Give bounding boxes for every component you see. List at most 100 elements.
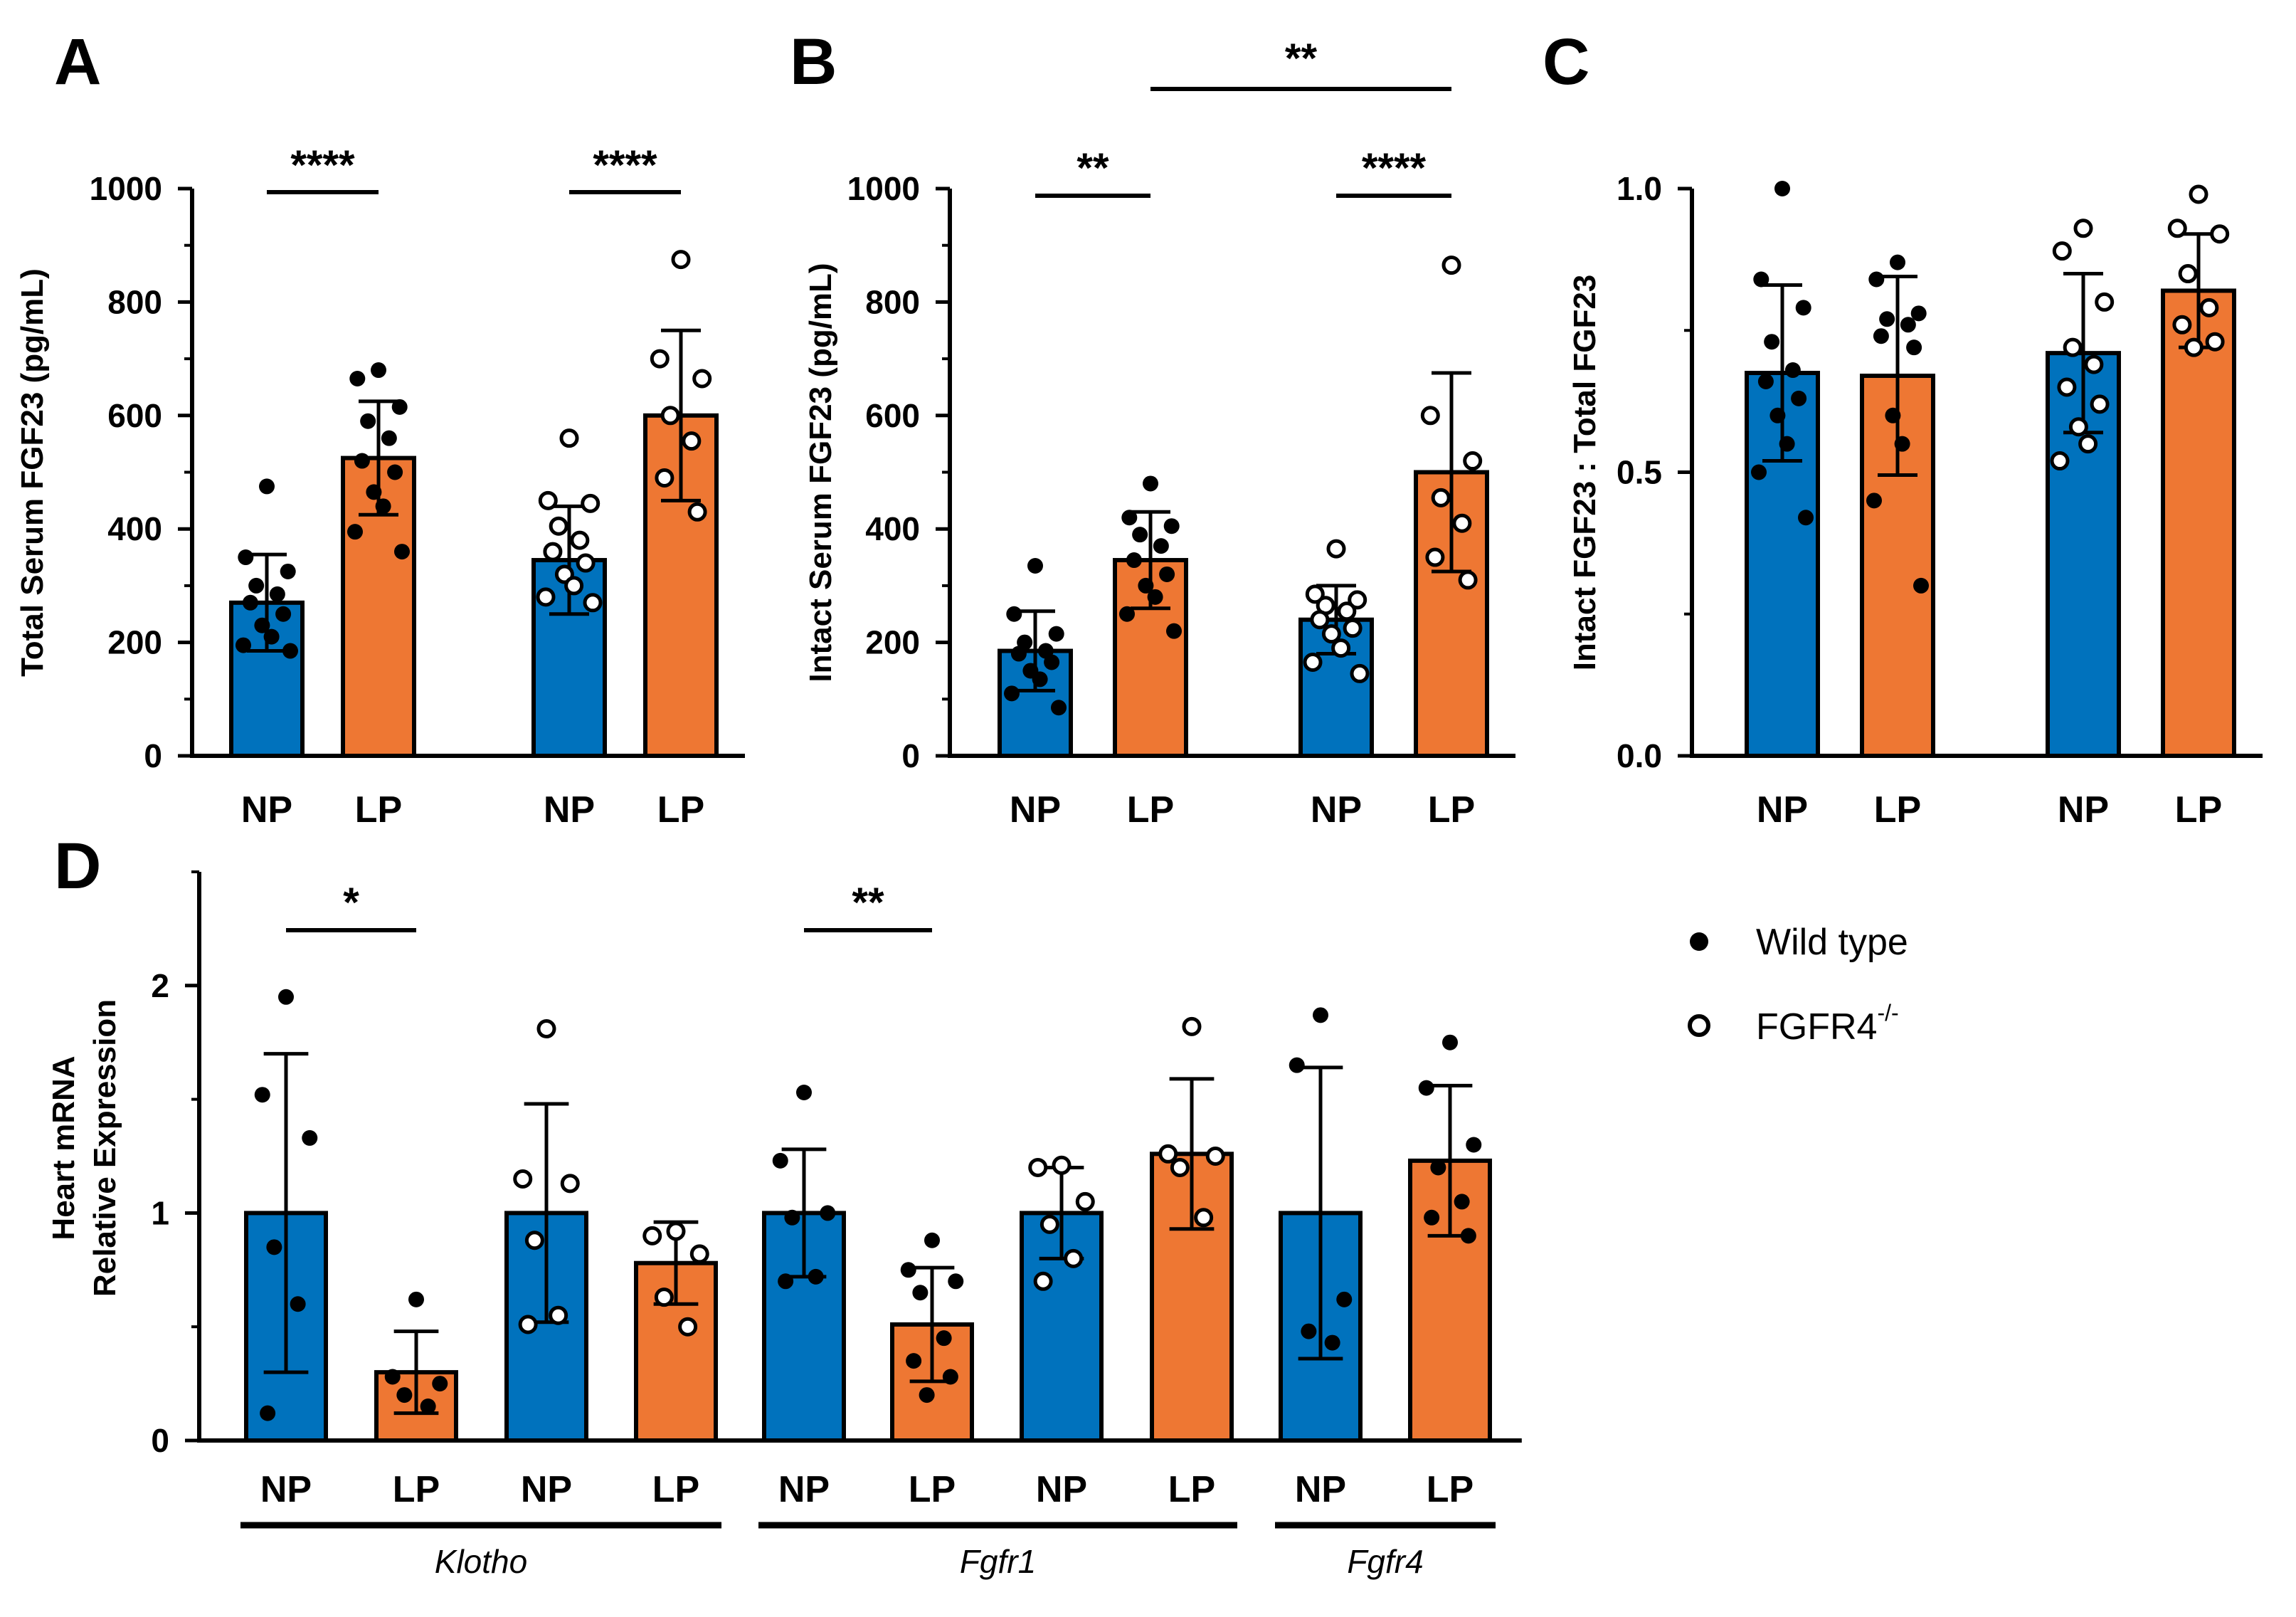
panel-b-data-point — [1463, 451, 1483, 471]
panel-d-data-point — [919, 1387, 935, 1403]
panel-b-data-point — [1343, 618, 1363, 638]
panel-b-data-point — [1044, 654, 1060, 670]
panel-a-data-point — [564, 576, 584, 596]
panel-d-data-point — [254, 1087, 270, 1103]
panel-a-data-point — [371, 362, 386, 379]
panel-a-data-point — [682, 431, 702, 451]
panel-b-category-label-2: LP — [1127, 789, 1174, 831]
panel-c-data-point — [1885, 407, 1901, 423]
panel-d-data-point — [1064, 1248, 1084, 1268]
panel-d-data-point — [654, 1287, 674, 1307]
panel-a-bar-1 — [229, 600, 305, 758]
panel-c-category-label-3: NP — [2058, 789, 2109, 831]
panel-d-category-label-9: NP — [1295, 1469, 1346, 1510]
panel-c-data-point — [1764, 334, 1780, 350]
panel-b-significance-label-2: **** — [1362, 145, 1427, 191]
panel-b-data-point — [1010, 646, 1027, 662]
panel-d-data-point — [1194, 1208, 1214, 1228]
panel-d-data-point — [1466, 1137, 1482, 1153]
panel-b-data-point — [1051, 700, 1067, 716]
panel-b-y-tick-label: 600 — [865, 397, 920, 434]
panel-d-data-point — [1324, 1334, 1340, 1351]
panel-b-significance-label-1: ** — [1076, 145, 1109, 191]
panel-d-bar-5 — [762, 1211, 846, 1443]
panel-c-data-point — [1753, 271, 1769, 288]
panel-a-category-label-4: LP — [657, 789, 704, 831]
legend-label-wild-type: Wild type — [1756, 922, 1908, 963]
panel-c-data-point — [1784, 362, 1801, 379]
panel-d-data-point — [689, 1244, 709, 1264]
panel-b-y-tick-label: 800 — [865, 283, 920, 320]
panel-d-data-point — [524, 1231, 544, 1250]
panel-a-y-tick-label: 1000 — [90, 170, 162, 207]
panel-a-data-point — [375, 498, 391, 515]
panel-c-data-point — [2184, 337, 2204, 357]
panel-c-data-point — [1900, 317, 1916, 333]
panel-c-data-point — [2057, 377, 2077, 397]
legend-label-fgfr4: FGFR4 — [1756, 1006, 1877, 1048]
panel-a-data-point — [381, 430, 397, 446]
panel-d-category-label-3: NP — [521, 1469, 572, 1510]
panel-d-data-point — [820, 1205, 836, 1221]
panel-d-data-point — [1028, 1157, 1048, 1177]
panel-b-data-point — [1006, 606, 1022, 622]
panel-c-chart: 0.0 0.5 1.0 Intact FGF23 : Total FGF23 NP LP N… — [1567, 170, 2263, 831]
panel-a-data-point — [687, 502, 707, 522]
panel-d-data-point — [1442, 1034, 1458, 1050]
panel-a-chart: 0 200 400 600 800 1000 Total Serum FGF23 (pg/m… — [15, 142, 745, 831]
panel-c-data-point — [2078, 434, 2098, 454]
panel-a-y-tick-label: 400 — [107, 510, 162, 547]
panel-d-category-label-6: LP — [909, 1469, 956, 1510]
panel-a-data-point — [238, 549, 254, 566]
panel-a-data-point — [536, 587, 556, 607]
panel-c-data-point — [1866, 493, 1882, 509]
panel-d-data-point — [1454, 1194, 1470, 1210]
panel-d-data-point — [678, 1317, 698, 1337]
panel-c-data-point — [2063, 337, 2083, 357]
panel-c-data-point — [1894, 436, 1910, 452]
panel-c-data-point — [2167, 218, 2187, 238]
panel-a-data-point — [538, 490, 558, 510]
panel-c-data-point — [1795, 300, 1811, 316]
panel-b-data-point — [1452, 513, 1472, 533]
panel-b-data-point — [1425, 547, 1445, 567]
legend-marker-fgfr4 — [1688, 1014, 1710, 1037]
panel-d-data-point — [260, 1405, 276, 1421]
panel-d-data-point — [778, 1273, 794, 1290]
panel-c-y-axis-label: Intact FGF23 : Total FGF23 — [1567, 275, 1602, 671]
panel-b-data-point — [1350, 663, 1370, 683]
panel-letter-a: A — [54, 26, 101, 98]
panel-a-data-point — [391, 399, 408, 415]
panel-b-data-point — [1303, 652, 1323, 672]
panel-b-data-point — [1119, 606, 1135, 622]
panel-b-data-point — [1163, 518, 1180, 534]
panel-b-data-point — [1305, 584, 1325, 604]
panel-c-data-point — [2068, 417, 2088, 437]
panel-a-data-point — [671, 250, 691, 270]
panel-b-category-label-3: NP — [1311, 789, 1362, 831]
panel-b-data-point — [1431, 488, 1451, 507]
panel-a-data-point — [576, 553, 596, 573]
panel-c-data-point — [2084, 354, 2104, 374]
panel-d-data-point — [278, 989, 294, 1005]
panel-b-y-tick-label: 1000 — [847, 170, 920, 207]
panel-a-data-point — [559, 428, 579, 448]
panel-a-data-point — [581, 493, 601, 513]
panel-b-y-axis-label: Intact Serum FGF23 (pg/mL) — [803, 263, 838, 682]
panel-b-data-point — [1126, 552, 1142, 569]
panel-d-data-point — [1430, 1159, 1446, 1176]
panel-a-data-point — [259, 478, 275, 495]
panel-b-data-point — [1166, 623, 1182, 639]
panel-b-category-label-4: LP — [1428, 789, 1475, 831]
panel-c-data-point — [1751, 464, 1767, 480]
panel-b-data-point — [1147, 589, 1163, 605]
panel-d-data-point — [772, 1152, 788, 1169]
panel-d-category-label-8: LP — [1168, 1469, 1215, 1510]
panel-d-data-point — [906, 1353, 922, 1369]
panel-c-data-point — [1779, 436, 1795, 452]
panel-d-data-point — [549, 1305, 568, 1325]
panel-c-category-label-2: LP — [1874, 789, 1921, 831]
panel-d-data-point — [1033, 1271, 1053, 1291]
panel-d-data-point — [784, 1209, 800, 1226]
panel-b-data-point — [1321, 624, 1341, 644]
